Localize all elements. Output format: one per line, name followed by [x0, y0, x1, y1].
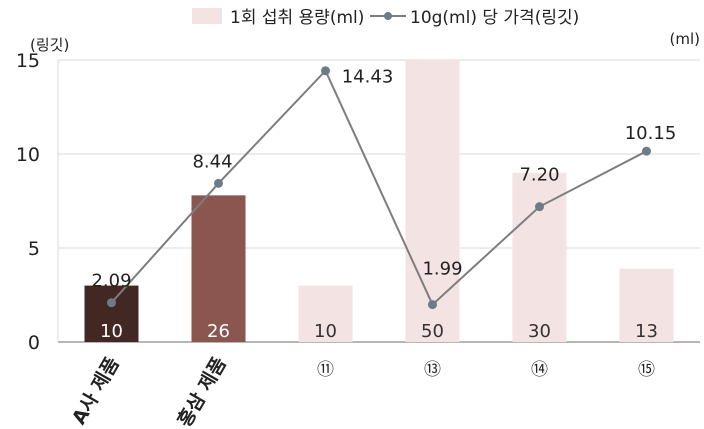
grid [57, 59, 700, 343]
bar-data-label: 10 [100, 321, 123, 342]
x-category-label: 홍삼 제품 [173, 353, 231, 429]
x-category-label: ⑭ [531, 360, 548, 380]
legend-line-marker [384, 12, 392, 20]
price-point [214, 178, 223, 188]
x-axis-labels: A사 제품 홍삼 제품 ⑪ ⑬ ⑭ ⑮ [68, 353, 655, 429]
x-category-label: ⑬ [424, 360, 441, 380]
bar-data-label: 10 [314, 321, 337, 342]
left-axis-unit: (링깃) [30, 36, 69, 54]
legend-line-label: 10g(ml) 당 가격(링깃) [410, 8, 579, 28]
price-point [428, 300, 437, 310]
bar-data-label: 30 [528, 321, 551, 342]
bar [84, 285, 139, 342]
price-line: 2.09 8.44 14.43 1.99 7.20 10.15 [91, 66, 677, 310]
bar [512, 172, 567, 342]
legend-bar-label: 1회 섭취 용량(ml) [230, 8, 364, 28]
y-tick-label: 0 [28, 332, 40, 354]
x-category-label: ⑮ [638, 360, 655, 380]
price-point [535, 202, 544, 212]
right-axis-unit: (ml) [670, 30, 700, 48]
bar-data-label: 13 [635, 321, 658, 342]
price-data-label: 14.43 [342, 67, 394, 88]
legend: 1회 섭취 용량(ml) 10g(ml) 당 가격(링깃) [192, 8, 579, 28]
y-tick-label: 15 [16, 50, 40, 72]
y-tick-label: 5 [28, 238, 40, 260]
legend-bar-swatch [192, 8, 222, 24]
bar [191, 195, 246, 342]
price-point [107, 298, 116, 308]
bar [298, 285, 353, 342]
x-category-label: ⑪ [317, 360, 334, 380]
y-axis-ticks: 0 5 10 15 [16, 50, 40, 354]
x-category-label: A사 제품 [68, 354, 124, 429]
price-data-label: 8.44 [192, 151, 232, 172]
price-data-label: 10.15 [625, 123, 677, 144]
bar [405, 60, 460, 342]
bar-data-label: 26 [207, 321, 230, 342]
price-data-label: 7.20 [519, 165, 559, 186]
bar [619, 268, 674, 342]
bar-data-label: 50 [421, 321, 444, 342]
bars: 10 26 10 50 30 13 [84, 60, 674, 342]
price-point [642, 146, 651, 156]
price-data-label: 1.99 [422, 259, 462, 280]
price-data-label: 2.09 [91, 271, 131, 292]
price-line-path [110, 68, 647, 307]
price-point [321, 66, 330, 76]
y-tick-label: 10 [16, 144, 40, 166]
